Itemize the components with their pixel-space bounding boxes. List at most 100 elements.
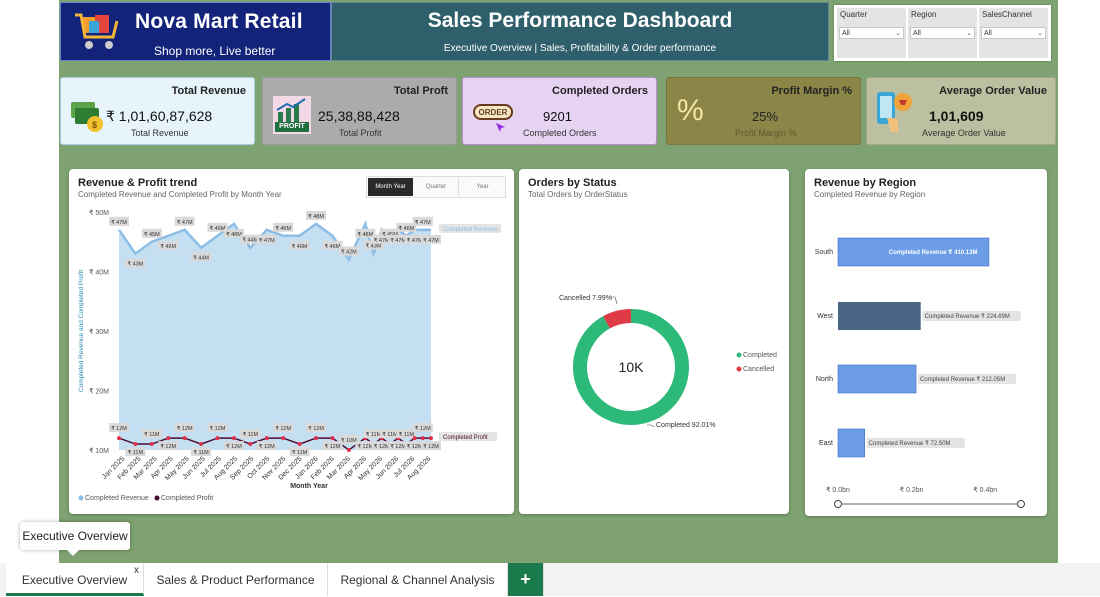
quarter-dropdown[interactable]: All ⌄ (839, 27, 904, 39)
revenue-data-label-bg (338, 246, 359, 256)
cursor-icon (496, 123, 505, 132)
kpi-label: Total Revenue (131, 128, 189, 138)
x-axis-label: Month Year (290, 483, 328, 490)
legend-revenue-marker (78, 495, 84, 501)
profit-data-label: ₹ 12M (226, 443, 242, 450)
profit-data-label-bg (396, 429, 417, 439)
zoom-slider-handle-left[interactable] (834, 500, 842, 508)
legend-cancelled-marker (736, 366, 742, 372)
revenue-data-label-bg (240, 234, 261, 244)
tooltip-pointer (66, 549, 80, 556)
profit-point (248, 442, 253, 447)
kpi-title: Completed Orders (552, 85, 648, 97)
profit-data-label: ₹ 12M (415, 425, 431, 432)
profit-point (429, 436, 433, 441)
tab-tooltip: Executive Overview (20, 522, 130, 550)
y-tick-label: ₹ 50M (89, 209, 109, 217)
tab-executive-overview[interactable]: Executive Overview x (6, 563, 144, 596)
region-bar (837, 237, 990, 267)
profit-point (420, 436, 425, 441)
profit-data-label-bg (223, 441, 244, 451)
profit-data-label-bg (421, 441, 441, 451)
region-slicer: Region All ⌄ (908, 8, 977, 58)
region-bar-chart: South Completed Revenue ₹ 410.13M West Comp… (815, 237, 1025, 508)
profit-data-label-bg (191, 447, 212, 457)
profit-point (314, 436, 319, 441)
trend-subtitle: Completed Revenue and Completed Profit b… (78, 190, 282, 199)
close-icon[interactable]: x (134, 565, 139, 576)
profit-data-label: ₹ 11M (128, 449, 144, 456)
profit-data-label-bg (322, 441, 343, 451)
brand-tagline: Shop more, Live better (154, 44, 276, 58)
region-bar (837, 364, 917, 394)
trend-chart: ₹ 10M ₹ 20M ₹ 30M ₹ 40M ₹ 50M Completed Reven… (78, 209, 501, 502)
cancelled-data-label: Cancelled 7.99% (559, 295, 612, 302)
toggle-quarter[interactable]: Quarter (414, 178, 459, 196)
kpi-completed-orders[interactable]: ORDER Completed Orders 9201 Completed Or… (462, 77, 657, 145)
region-slicer-label: Region (911, 10, 937, 19)
tab-label: Sales & Product Performance (156, 573, 315, 587)
profit-data-label: ₹ 12M (407, 443, 423, 450)
kpi-average-order-value[interactable]: Average Order Value 1,01,609 Average Ord… (866, 77, 1056, 145)
saleschannel-dropdown[interactable]: All ⌄ (981, 27, 1046, 39)
profit-data-label: ₹ 12M (325, 443, 341, 450)
orders-by-status-panel: Orders by Status Total Orders by OrderSt… (519, 169, 789, 514)
profit-data-label-bg (174, 423, 195, 433)
trend-up-icon (276, 98, 306, 122)
kpi-total-revenue[interactable]: $ Total Revenue ₹ 1,01,60,87,628 Total R… (60, 77, 255, 145)
shopping-cart-icon (75, 13, 119, 49)
profit-data-label-bg (363, 429, 384, 439)
profit-point (149, 442, 154, 447)
profit-point (215, 436, 220, 441)
add-page-button[interactable]: + (508, 563, 544, 596)
revenue-data-label: ₹ 47M (374, 237, 390, 244)
status-title: Orders by Status (528, 177, 617, 189)
region-dropdown[interactable]: All ⌄ (910, 27, 975, 39)
profit-data-label: ₹ 12M (374, 443, 390, 450)
kpi-label: Average Order Value (922, 128, 1006, 138)
kpi-profit-margin[interactable]: % Profit Margin % 25% Profit Margin % (666, 77, 861, 145)
brand-banner: Nova Mart Retail Shop more, Live better (60, 2, 331, 61)
profit-series-label-bg (439, 432, 497, 442)
profit-data-label: ₹ 10M (341, 437, 357, 444)
legend-completed-marker (736, 352, 742, 358)
revenue-data-label: ₹ 45M (144, 231, 160, 238)
revenue-data-label: ₹ 47M (177, 219, 193, 226)
revenue-profit-trend-panel: Revenue & Profit trend Completed Revenue… (69, 169, 514, 514)
profit-data-label: ₹ 12M (210, 425, 226, 432)
revenue-data-label: ₹ 48M (308, 213, 324, 220)
revenue-data-label-bg (421, 234, 441, 244)
toggle-year[interactable]: Year (476, 184, 489, 190)
region-data-label: Completed Revenue ₹ 410.13M (889, 249, 978, 256)
revenue-series-label: Completed Revenue (443, 227, 498, 233)
kpi-total-profit[interactable]: PROFIT Total Proft 25,38,88,428 Total Pr… (262, 77, 457, 145)
revenue-data-label-bg (379, 228, 400, 238)
kpi-title: Profit Margin % (771, 85, 852, 97)
saleschannel-value: All (984, 30, 992, 37)
kpi-label: Completed Orders (523, 128, 597, 138)
x-tick-label: ₹ 0.2bn (900, 486, 924, 494)
zoom-slider-handle-right[interactable] (1017, 500, 1025, 508)
toggle-month-year[interactable]: Month Year (368, 178, 413, 196)
tab-regional-channel-analysis[interactable]: Regional & Channel Analysis (328, 563, 508, 596)
region-data-label: Completed Revenue ₹ 72.50M (869, 440, 951, 447)
profit-data-label-bg (256, 441, 277, 451)
profit-data-label: ₹ 12M (390, 443, 406, 450)
profit-chart-icon: PROFIT (273, 96, 311, 134)
legend-revenue: Completed Revenue (85, 495, 149, 502)
order-icon: ORDER (473, 104, 513, 120)
kpi-value: 25,38,88,428 (318, 108, 400, 124)
report-page: Nova Mart Retail Shop more, Live better … (59, 0, 1058, 563)
phone-shop-icon (877, 92, 912, 132)
legend-completed: Completed (743, 352, 777, 359)
profit-data-label: ₹ 12M (111, 425, 127, 432)
profit-point (231, 436, 236, 441)
profit-data-label-bg (371, 441, 392, 451)
profit-point (133, 442, 138, 447)
profit-data-label: ₹ 12M (308, 425, 324, 432)
completed-leader (647, 424, 656, 428)
profit-point (346, 448, 351, 452)
revenue-data-label: ₹ 46M (160, 243, 176, 250)
x-tick-label: ₹ 0.4bn (973, 486, 997, 494)
tab-sales-product-performance[interactable]: Sales & Product Performance (144, 563, 328, 596)
